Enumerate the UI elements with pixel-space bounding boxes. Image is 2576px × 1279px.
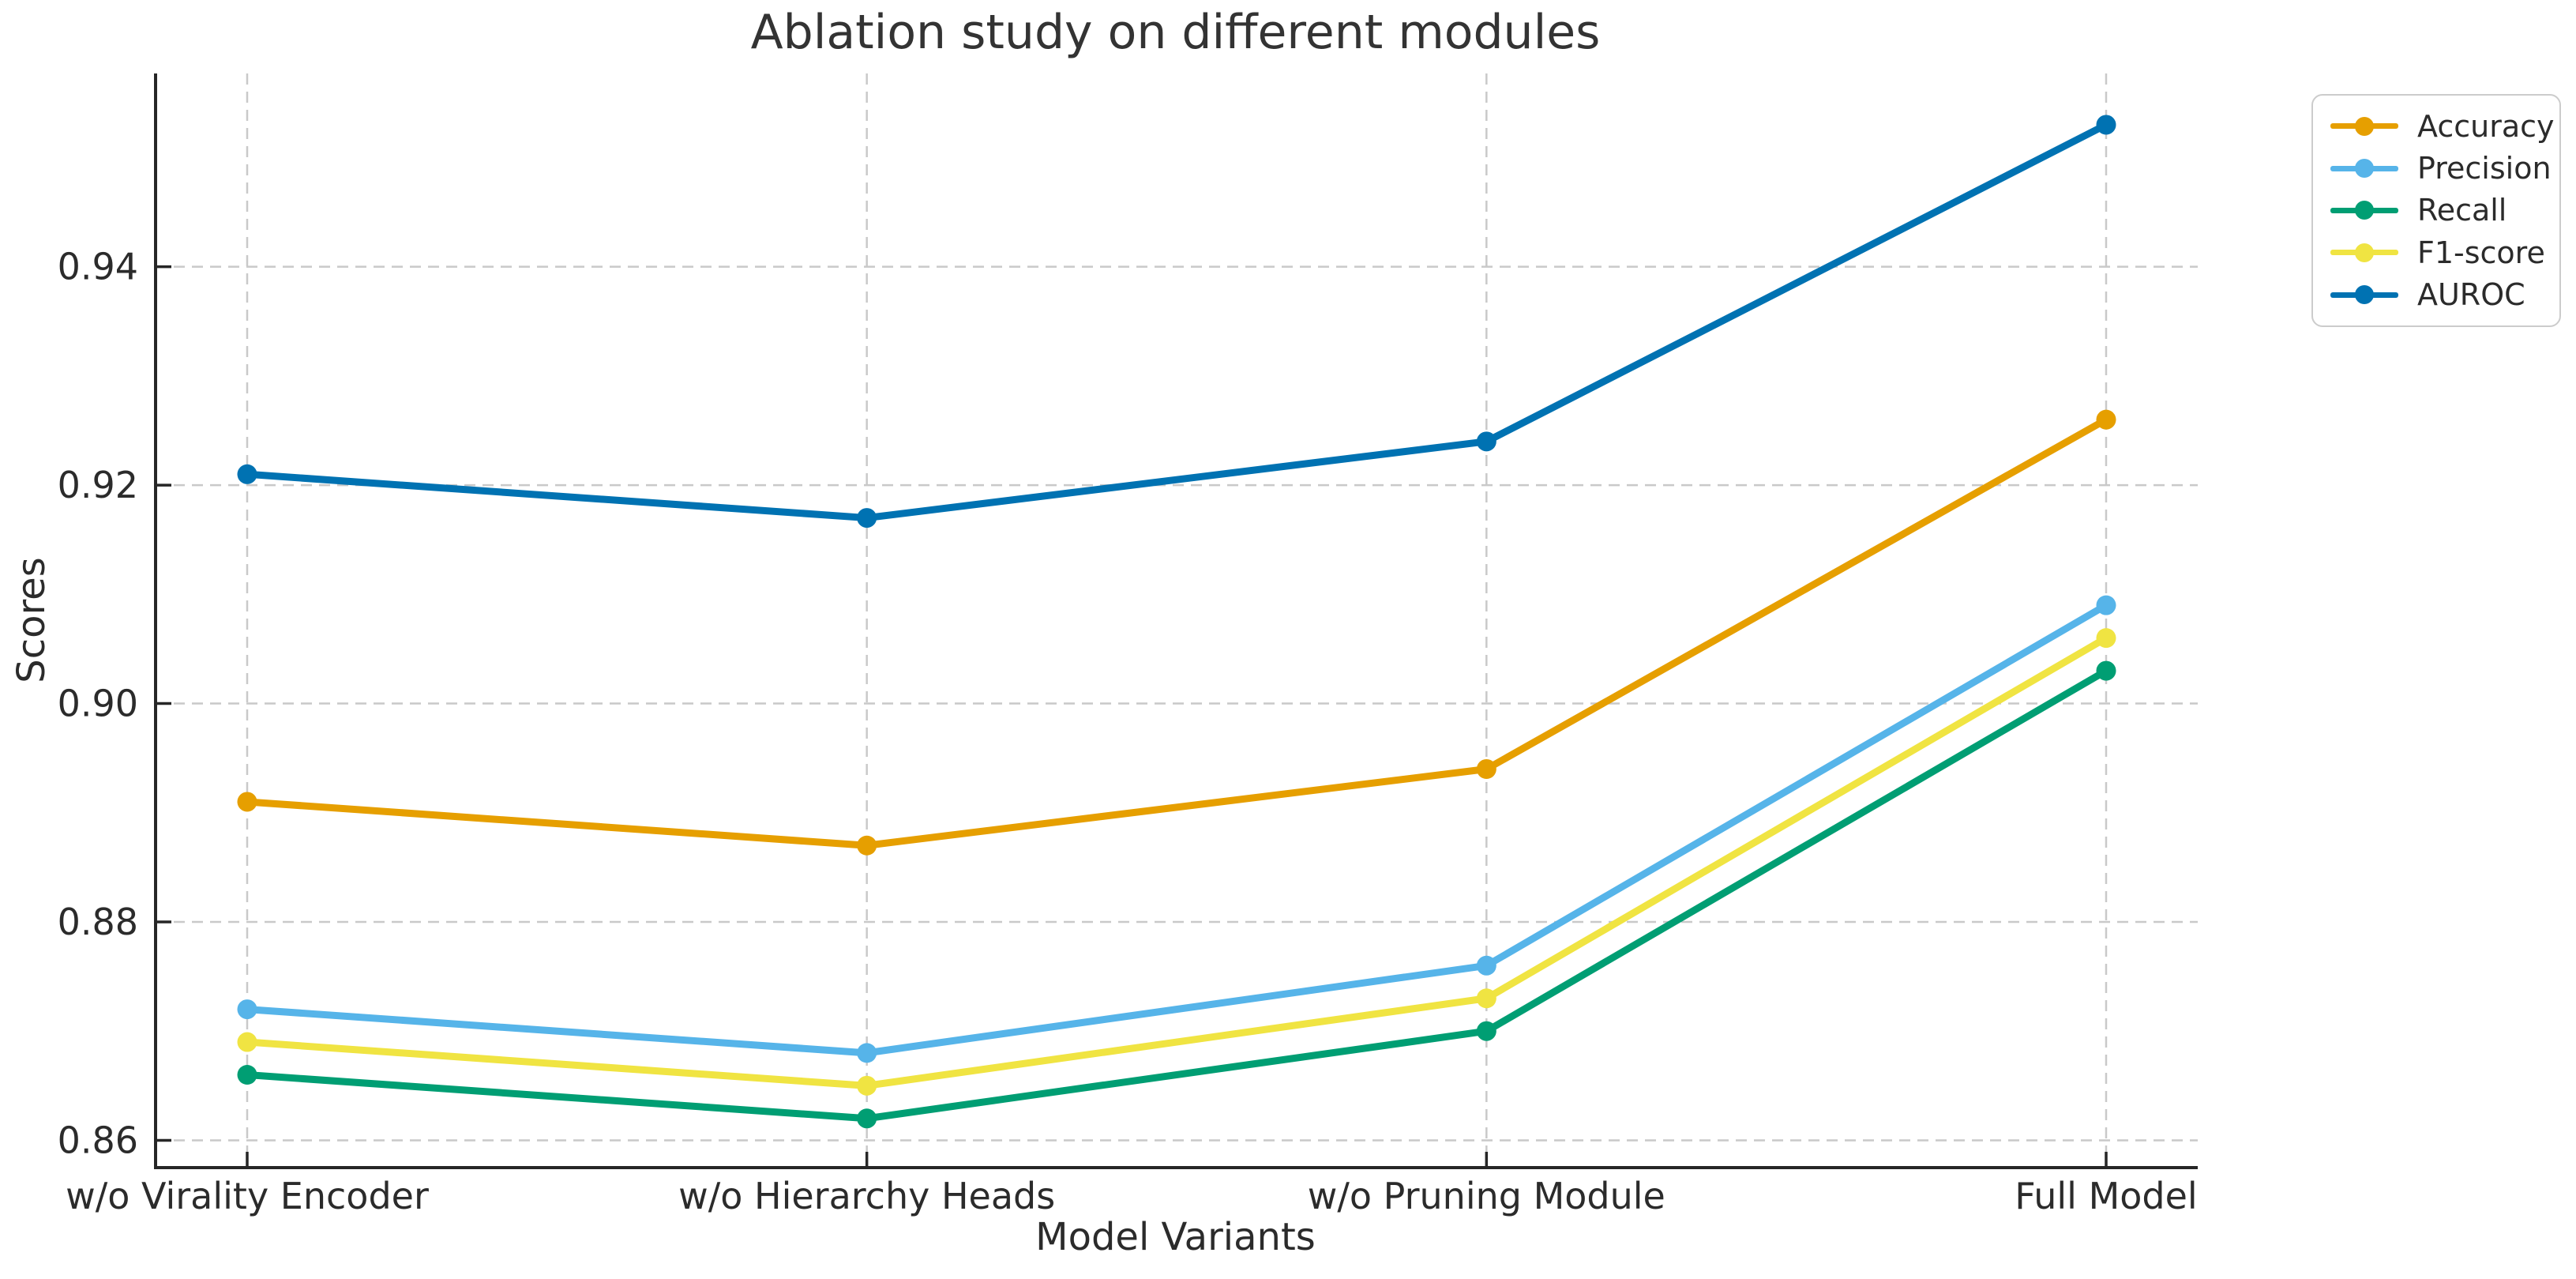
legend-dot-icon — [2355, 243, 2374, 262]
legend-item-f1-score: F1-score — [2330, 235, 2545, 270]
data-point-auroc — [857, 508, 877, 529]
y-tick-label: 0.90 — [58, 683, 138, 725]
legend: Accuracy Precision Recall F1-score AUROC — [2311, 94, 2561, 327]
series-line-f1-score — [243, 634, 2110, 1089]
chart-title: Ablation study on different modules — [750, 5, 1601, 60]
legend-label: Accuracy — [2417, 108, 2555, 144]
data-point-auroc — [237, 464, 257, 484]
data-point-f1-score — [1476, 988, 1496, 1009]
data-point-precision — [857, 1043, 877, 1063]
legend-item-auroc: AUROC — [2330, 277, 2542, 312]
data-point-recall — [857, 1108, 877, 1129]
data-point-accuracy — [857, 835, 877, 856]
data-point-auroc — [2096, 115, 2116, 135]
x-tick-label: Full Model — [2015, 1175, 2197, 1217]
data-point-precision — [2096, 595, 2116, 615]
data-point-recall — [1476, 1021, 1496, 1041]
data-point-f1-score — [857, 1075, 877, 1096]
data-point-accuracy — [237, 792, 257, 812]
legend-label: AUROC — [2417, 277, 2525, 313]
legend-line-marker-icon — [2330, 201, 2398, 220]
legend-label: Recall — [2417, 193, 2507, 228]
data-point-f1-score — [237, 1032, 257, 1052]
data-point-f1-score — [2096, 628, 2116, 649]
series-line-recall — [243, 667, 2110, 1123]
legend-item-precision: Precision — [2330, 151, 2552, 186]
data-point-accuracy — [2096, 409, 2116, 430]
legend-dot-icon — [2355, 116, 2374, 136]
x-tick-label: w/o Virality Encoder — [66, 1175, 429, 1217]
legend-item-recall: Recall — [2330, 193, 2542, 228]
legend-line-marker-icon — [2330, 243, 2398, 262]
legend-label: F1-score — [2417, 235, 2545, 270]
legend-item-accuracy: Accuracy — [2330, 109, 2555, 144]
x-axis-label: Model Variants — [1035, 1215, 1316, 1259]
y-tick-label: 0.86 — [58, 1119, 138, 1161]
legend-dot-icon — [2355, 285, 2374, 305]
series-line-auroc — [243, 121, 2110, 522]
data-point-precision — [1476, 955, 1496, 976]
y-tick-label: 0.94 — [58, 246, 138, 288]
data-point-auroc — [1476, 431, 1496, 452]
data-point-recall — [237, 1065, 257, 1085]
data-point-recall — [2096, 660, 2116, 681]
legend-line-marker-icon — [2330, 159, 2398, 179]
data-point-accuracy — [1476, 758, 1496, 779]
legend-line-marker-icon — [2330, 285, 2398, 305]
y-tick-label: 0.92 — [58, 464, 138, 506]
legend-dot-icon — [2355, 201, 2374, 220]
series-line-accuracy — [243, 416, 2110, 849]
legend-dot-icon — [2355, 159, 2374, 179]
x-tick-label: w/o Hierarchy Heads — [678, 1175, 1055, 1217]
x-tick-label: w/o Pruning Module — [1308, 1175, 1665, 1217]
series-line-precision — [243, 601, 2110, 1057]
y-tick-label: 0.88 — [58, 901, 138, 943]
legend-label: Precision — [2417, 151, 2552, 186]
data-point-precision — [237, 999, 257, 1020]
legend-line-marker-icon — [2330, 116, 2398, 136]
